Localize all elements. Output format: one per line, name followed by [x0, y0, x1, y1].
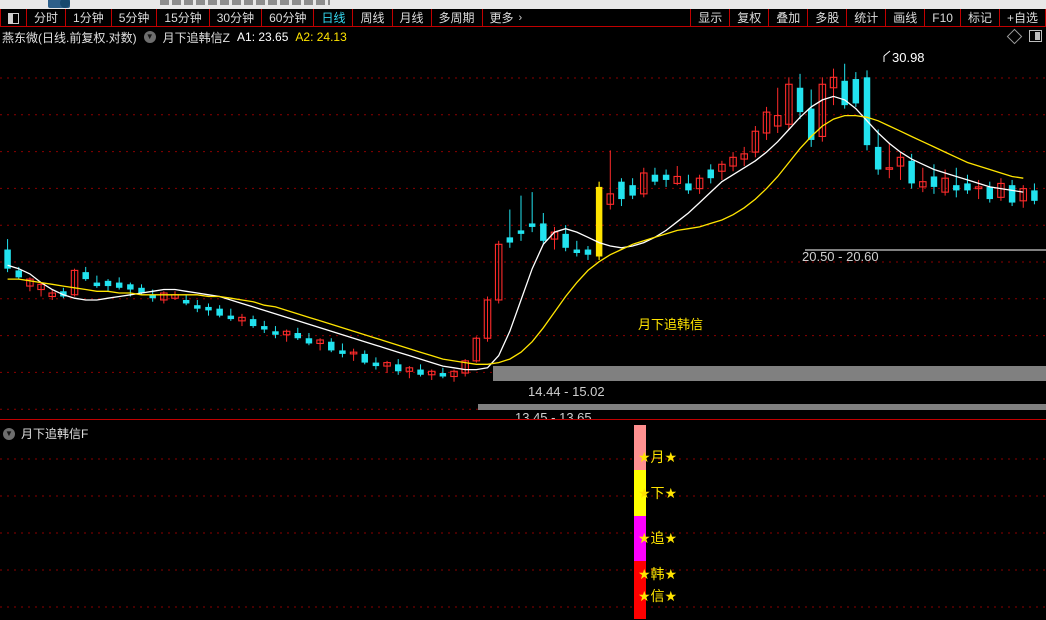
- toolbar-button-overlay[interactable]: 叠加: [769, 9, 809, 27]
- chevron-down-circle-icon[interactable]: ▼: [143, 31, 156, 43]
- zone-label-0: 20.50 - 20.60: [802, 249, 879, 264]
- zone-label-1: 14.44 - 15.02: [528, 384, 605, 399]
- period-tab-30min[interactable]: 30分钟: [210, 9, 263, 27]
- period-toolbar-left: 分时 1分钟 5分钟 15分钟 30分钟 60分钟 日线 周线 月线 多周期 更…: [0, 9, 529, 27]
- signal-bar-chart: ★月★ ★下★ ★追★ ★韩★ ★信★: [0, 425, 1046, 619]
- toolbar-button-multistock[interactable]: 多股: [808, 9, 848, 27]
- layout-panel-button[interactable]: [0, 9, 27, 27]
- info-bar-icons: [1006, 28, 1042, 44]
- high-price-marker: 30.98: [892, 50, 925, 65]
- zone-label-2: 13.45 - 13.65: [515, 410, 592, 420]
- signal-label: 月下追韩信: [638, 317, 703, 332]
- period-tab-5min[interactable]: 5分钟: [112, 9, 158, 27]
- chevron-down-circle-icon[interactable]: ▼: [3, 427, 15, 440]
- sub-pane-title-row: ▼ 月下追韩信F: [3, 425, 88, 442]
- app-logo-icon: [48, 0, 70, 8]
- period-tab-more[interactable]: 更多 ›: [483, 9, 530, 27]
- period-tab-1min[interactable]: 1分钟: [66, 9, 112, 27]
- chevron-right-icon: ›: [518, 11, 523, 24]
- toolbar-button-adjust[interactable]: 复权: [730, 9, 770, 27]
- period-tab-weekly[interactable]: 周线: [353, 9, 393, 27]
- period-tab-60min[interactable]: 60分钟: [262, 9, 315, 27]
- panel-icon: [8, 12, 19, 24]
- sub-pane-title: 月下追韩信F: [21, 427, 89, 441]
- toolbar-button-statistics[interactable]: 统计: [847, 9, 887, 27]
- bar-segment-1: [634, 470, 646, 516]
- indicator-name: 月下追韩信Z: [162, 30, 231, 45]
- main-price-pane[interactable]: 30.98 20.50 - 20.60 14.44 - 15.02 13.45 - 1…: [0, 46, 1046, 420]
- bar-segment-2: [634, 516, 646, 561]
- app-logo-dot-icon: [60, 0, 70, 8]
- toolbar-button-drawline[interactable]: 画线: [886, 9, 926, 27]
- diamond-icon[interactable]: [1006, 28, 1023, 44]
- period-tab-multi[interactable]: 多周期: [432, 9, 483, 27]
- toolbar-button-add-watchlist[interactable]: +自选: [1000, 9, 1046, 27]
- sub-indicator-pane[interactable]: ▼ 月下追韩信F ★月★ ★下★ ★追★ ★韩★ ★信★: [0, 421, 1046, 620]
- toolbar-button-display[interactable]: 显示: [690, 9, 731, 27]
- candlestick-chart: 30.98 20.50 - 20.60 14.44 - 15.02 13.45 - 1…: [0, 50, 1046, 420]
- quote-info-bar: 燕东微(日线.前复权.对数) ▼ 月下追韩信Z A1: 23.65 A2: 24…: [0, 28, 1046, 46]
- toolbar-button-mark[interactable]: 标记: [961, 9, 1000, 27]
- period-tab-fenshi[interactable]: 分时: [27, 9, 67, 27]
- bar-segment-label-0: ★月★: [638, 449, 677, 465]
- bar-segment-label-3: ★韩★: [638, 566, 677, 582]
- bar-segment-4: [634, 583, 646, 619]
- period-tab-daily[interactable]: 日线: [314, 9, 354, 27]
- a2-value: A2: 24.13: [295, 30, 347, 44]
- bar-segment-0: [634, 425, 646, 470]
- bar-segment-label-4: ★信★: [638, 588, 677, 604]
- period-toolbar: 分时 1分钟 5分钟 15分钟 30分钟 60分钟 日线 周线 月线 多周期 更…: [0, 9, 1046, 27]
- a1-value: A1: 23.65: [237, 30, 289, 44]
- stock-title: 燕东微(日线.前复权.对数): [2, 30, 137, 45]
- period-tab-more-label: 更多: [489, 11, 514, 25]
- toolbar-button-f10[interactable]: F10: [925, 9, 961, 27]
- bar-segment-label-2: ★追★: [638, 530, 677, 546]
- window-title-text: [160, 0, 330, 5]
- bar-segment-label-1: ★下★: [638, 485, 677, 501]
- window-chrome: [0, 0, 1046, 9]
- period-toolbar-right: 显示 复权 叠加 多股 统计 画线 F10 标记 +自选: [690, 9, 1046, 27]
- period-tab-monthly[interactable]: 月线: [393, 9, 432, 27]
- split-square-icon[interactable]: [1029, 30, 1042, 42]
- period-tab-15min[interactable]: 15分钟: [157, 9, 210, 27]
- bar-segment-3: [634, 561, 646, 583]
